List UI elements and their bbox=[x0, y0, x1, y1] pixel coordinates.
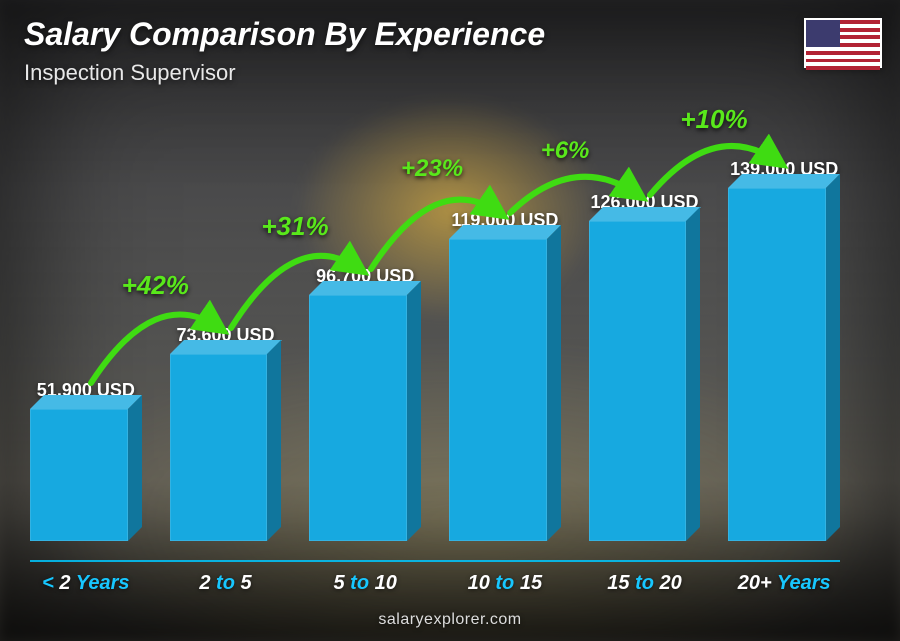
bar-shape bbox=[728, 188, 840, 541]
pct-increase-label-2: +23% bbox=[401, 155, 463, 183]
pct-increase-label-3: +6% bbox=[541, 137, 590, 165]
bar-4: 126,000 USD bbox=[589, 192, 701, 541]
x-axis: < 2 Years 2 to 5 5 to 10 10 to 15 15 to 20 20… bbox=[30, 560, 840, 595]
x-tick-3: 10 to 15 bbox=[449, 572, 561, 595]
pct-increase-label-1: +31% bbox=[261, 211, 328, 242]
bar-chart: 51,900 USD73,600 USD96,700 USD119,000 US… bbox=[30, 100, 840, 541]
bar-shape bbox=[30, 409, 142, 541]
bar-1: 73,600 USD bbox=[170, 325, 282, 541]
flag-us-icon bbox=[804, 18, 882, 68]
bar-shape bbox=[170, 354, 282, 541]
bar-shape bbox=[589, 221, 701, 541]
page-title: Salary Comparison By Experience bbox=[24, 16, 545, 53]
bar-3: 119,000 USD bbox=[449, 210, 561, 541]
infographic-stage: Salary Comparison By Experience Inspecti… bbox=[0, 0, 900, 641]
bar-0: 51,900 USD bbox=[30, 380, 142, 541]
x-tick-1: 2 to 5 bbox=[170, 572, 282, 595]
bar-5: 139,000 USD bbox=[728, 159, 840, 541]
x-tick-5: 20+ Years bbox=[728, 572, 840, 595]
x-tick-4: 15 to 20 bbox=[589, 572, 701, 595]
footer-credit: salaryexplorer.com bbox=[0, 611, 900, 629]
x-tick-2: 5 to 10 bbox=[309, 572, 421, 595]
pct-increase-label-0: +42% bbox=[122, 270, 189, 301]
bar-shape bbox=[309, 295, 421, 541]
bar-shape bbox=[449, 239, 561, 541]
x-tick-0: < 2 Years bbox=[30, 572, 142, 595]
pct-increase-label-4: +10% bbox=[680, 104, 747, 135]
page-subtitle: Inspection Supervisor bbox=[24, 60, 236, 86]
bar-2: 96,700 USD bbox=[309, 266, 421, 541]
